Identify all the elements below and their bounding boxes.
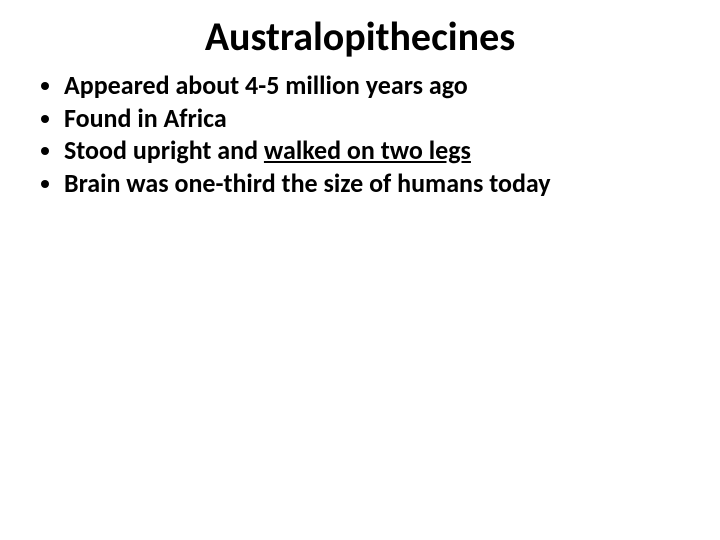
slide: Australopithecines Appeared about 4-5 mi… bbox=[0, 0, 720, 540]
list-item-text: Brain was one-third the size of humans t… bbox=[64, 167, 551, 199]
list-item: Found in Africa bbox=[64, 102, 696, 135]
list-item-text: Stood upright and bbox=[64, 134, 264, 166]
list-item: Brain was one-third the size of humans t… bbox=[64, 167, 696, 200]
list-item: Appeared about 4-5 million years ago bbox=[64, 69, 696, 102]
list-item: Stood upright and walked on two legs bbox=[64, 134, 696, 167]
slide-title: Australopithecines bbox=[24, 12, 696, 61]
list-item-text: Appeared about 4-5 million years ago bbox=[64, 69, 468, 101]
list-item-text: Found in Africa bbox=[64, 102, 227, 134]
bullet-list: Appeared about 4-5 million years ago Fou… bbox=[24, 69, 696, 199]
list-item-underlined: walked on two legs bbox=[264, 134, 471, 166]
